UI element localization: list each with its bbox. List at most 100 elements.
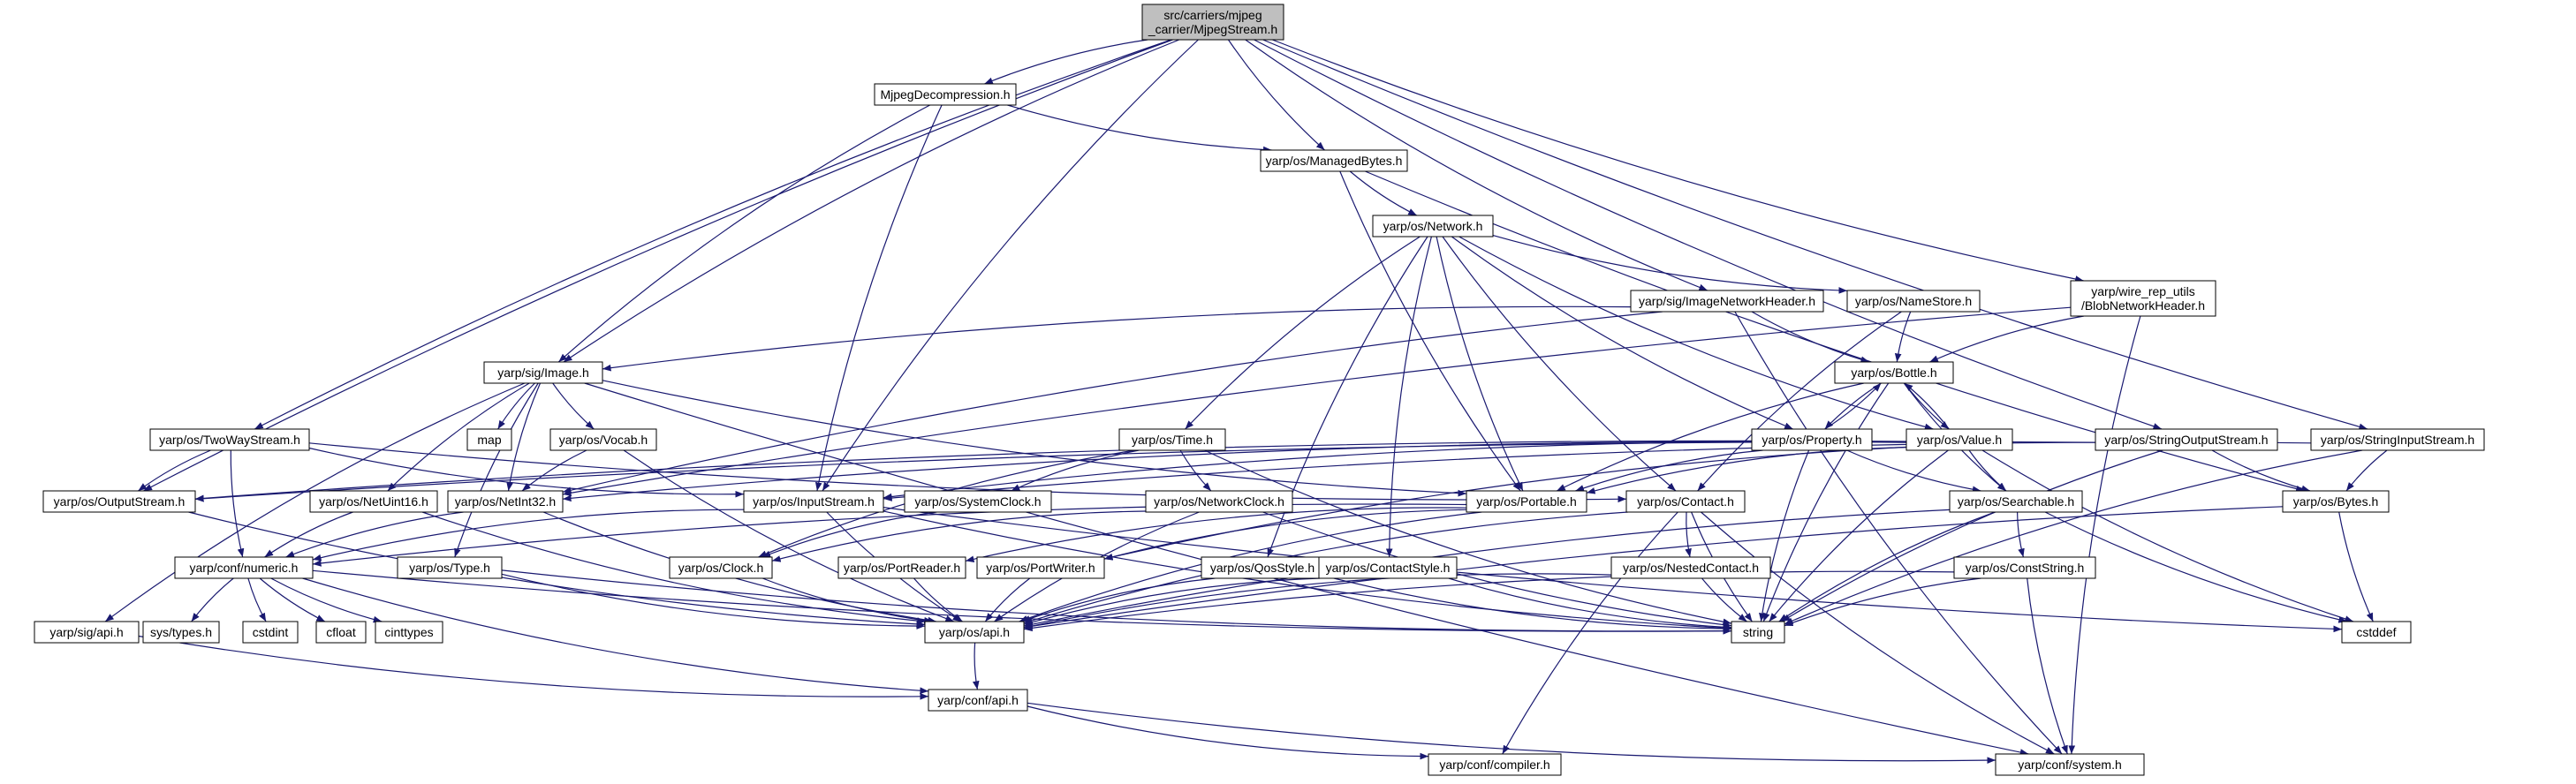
edge-numeric-to-cinttypes bbox=[270, 577, 383, 623]
node-label-stringoutputstream: yarp/os/StringOutputStream.h bbox=[2104, 433, 2268, 447]
edge-qosstyle-to-osapi bbox=[1021, 577, 1216, 622]
edge-value-to-netint32 bbox=[562, 441, 1907, 502]
node-label-network: yarp/os/Network.h bbox=[1383, 219, 1483, 233]
edge-stringinputstream-to-bytes bbox=[2345, 449, 2388, 492]
node-box-string bbox=[1731, 621, 1785, 644]
node-contact[interactable]: yarp/os/Contact.h bbox=[1625, 490, 1746, 513]
node-box-osapi bbox=[924, 621, 1025, 644]
node-contactstyle[interactable]: yarp/os/ContactStyle.h bbox=[1318, 556, 1458, 579]
node-box-type bbox=[397, 556, 503, 579]
node-systemclock[interactable]: yarp/os/SystemClock.h bbox=[904, 490, 1052, 513]
edge-twowaystream-to-outputstream bbox=[138, 449, 211, 492]
node-box-contact bbox=[1625, 490, 1746, 513]
edge-mjpegstream-to-twowaystream bbox=[254, 39, 1172, 430]
node-type[interactable]: yarp/os/Type.h bbox=[397, 556, 503, 579]
node-label-sigapi: yarp/sig/api.h bbox=[49, 625, 123, 639]
node-box-confapi bbox=[928, 689, 1028, 712]
edge-type-to-string bbox=[501, 569, 1732, 635]
node-bottle[interactable]: yarp/os/Bottle.h bbox=[1834, 361, 1954, 384]
edge-netuint16-to-numeric bbox=[264, 511, 353, 558]
node-nestedcontact[interactable]: yarp/os/NestedContact.h bbox=[1610, 556, 1771, 579]
node-time[interactable]: yarp/os/Time.h bbox=[1118, 428, 1226, 451]
edge-mjpegstream-to-inputstream bbox=[822, 39, 1199, 492]
node-portwriter[interactable]: yarp/os/PortWriter.h bbox=[976, 556, 1105, 579]
edge-network-to-portable bbox=[1436, 236, 1524, 492]
edge-contact-to-system bbox=[1701, 511, 2055, 755]
edge-namestore-to-bottle bbox=[1894, 311, 1912, 363]
node-box-inputstream bbox=[743, 490, 884, 513]
node-value[interactable]: yarp/os/Value.h bbox=[1905, 428, 2013, 451]
node-confapi[interactable]: yarp/conf/api.h bbox=[928, 689, 1028, 712]
node-blobnetheader[interactable]: yarp/wire_rep_utils/BlobNetworkHeader.h bbox=[2070, 280, 2216, 317]
edge-sigapi-to-confapi bbox=[138, 635, 929, 700]
edge-numeric-to-cstdint bbox=[247, 577, 267, 622]
node-conststring[interactable]: yarp/os/ConstString.h bbox=[1953, 556, 2096, 579]
node-netuint16[interactable]: yarp/os/NetUint16.h bbox=[309, 490, 438, 513]
node-label-type: yarp/os/Type.h bbox=[409, 561, 490, 575]
node-sigapi[interactable]: yarp/sig/api.h bbox=[34, 621, 140, 644]
edge-bytes-to-osapi bbox=[1023, 506, 2284, 629]
node-systypes: sys/types.h bbox=[142, 621, 220, 644]
node-networkclock[interactable]: yarp/os/NetworkClock.h bbox=[1145, 490, 1293, 513]
edge-mjpegstream-to-stringinputstream bbox=[1262, 39, 2368, 431]
node-box-compiler bbox=[1428, 753, 1562, 776]
node-box-clock bbox=[669, 556, 773, 579]
node-portable[interactable]: yarp/os/Portable.h bbox=[1466, 490, 1587, 513]
node-box-twowaystream bbox=[149, 428, 310, 451]
edge-imagenetheader-to-netint32 bbox=[562, 311, 1663, 494]
node-netint32[interactable]: yarp/os/NetInt32.h bbox=[447, 490, 564, 513]
node-box-outputstream bbox=[42, 490, 196, 513]
node-osapi[interactable]: yarp/os/api.h bbox=[924, 621, 1025, 644]
node-numeric[interactable]: yarp/conf/numeric.h bbox=[174, 556, 314, 579]
node-searchable[interactable]: yarp/os/Searchable.h bbox=[1949, 490, 2083, 513]
edge-network-to-namestore bbox=[1492, 235, 1848, 294]
edge-netint32-to-numeric bbox=[285, 511, 464, 558]
edge-bottle-to-portable bbox=[1556, 382, 1864, 492]
node-label-string: string bbox=[1743, 625, 1773, 639]
node-box-stringinputstream bbox=[2310, 428, 2485, 451]
node-stringoutputstream[interactable]: yarp/os/StringOutputStream.h bbox=[2095, 428, 2278, 451]
edge-network-to-time bbox=[1185, 236, 1421, 430]
node-cstdint: cstdint bbox=[242, 621, 299, 644]
node-compiler[interactable]: yarp/conf/compiler.h bbox=[1428, 753, 1562, 776]
node-label-qosstyle: yarp/os/QosStyle.h bbox=[1210, 561, 1315, 575]
edge-property-to-searchable bbox=[1846, 449, 1981, 494]
edge-portreader-to-osapi bbox=[913, 577, 963, 622]
node-twowaystream[interactable]: yarp/os/TwoWayStream.h bbox=[149, 428, 310, 451]
node-managedbytes[interactable]: yarp/os/ManagedBytes.h bbox=[1260, 149, 1408, 172]
node-box-netuint16 bbox=[309, 490, 438, 513]
node-namestore[interactable]: yarp/os/NameStore.h bbox=[1846, 290, 1981, 313]
node-imagenetheader[interactable]: yarp/sig/ImageNetworkHeader.h bbox=[1630, 290, 1824, 313]
node-property[interactable]: yarp/os/Property.h bbox=[1751, 428, 1873, 451]
node-mjpegstream[interactable]: src/carriers/mjpeg_carrier/MjpegStream.h bbox=[1141, 4, 1284, 41]
node-mjpegdecomp[interactable]: MjpegDecompression.h bbox=[874, 83, 1017, 106]
node-label-cstdint: cstdint bbox=[253, 625, 289, 639]
node-stringinputstream[interactable]: yarp/os/StringInputStream.h bbox=[2310, 428, 2485, 451]
edge-mjpegstream-to-image bbox=[563, 39, 1180, 363]
node-portreader[interactable]: yarp/os/PortReader.h bbox=[837, 556, 966, 579]
node-outputstream[interactable]: yarp/os/OutputStream.h bbox=[42, 490, 196, 513]
node-label-contact: yarp/os/Contact.h bbox=[1637, 494, 1734, 509]
node-qosstyle[interactable]: yarp/os/QosStyle.h bbox=[1201, 556, 1324, 579]
edge-confapi-to-system bbox=[1027, 702, 1996, 764]
node-label-portable: yarp/os/Portable.h bbox=[1476, 494, 1577, 509]
edge-contactstyle-to-string bbox=[1448, 577, 1732, 631]
node-box-systemclock bbox=[904, 490, 1052, 513]
node-bytes[interactable]: yarp/os/Bytes.h bbox=[2282, 490, 2390, 513]
node-inputstream[interactable]: yarp/os/InputStream.h bbox=[743, 490, 884, 513]
node-image[interactable]: yarp/sig/Image.h bbox=[483, 361, 603, 384]
node-box-portable bbox=[1466, 490, 1587, 513]
node-clock[interactable]: yarp/os/Clock.h bbox=[669, 556, 773, 579]
node-network[interactable]: yarp/os/Network.h bbox=[1372, 215, 1494, 237]
node-vocab[interactable]: yarp/os/Vocab.h bbox=[549, 428, 657, 451]
edge-image-to-portable bbox=[602, 380, 1467, 497]
node-box-map bbox=[466, 428, 512, 451]
node-label-cinttypes: cinttypes bbox=[384, 625, 433, 639]
node-label-mjpegstream: src/carriers/mjpeg bbox=[1163, 8, 1261, 22]
edge-conststring-to-string bbox=[1784, 577, 1981, 627]
node-label-image: yarp/sig/Image.h bbox=[497, 366, 589, 380]
edge-mjpegstream-to-managedbytes bbox=[1228, 39, 1325, 151]
node-system[interactable]: yarp/conf/system.h bbox=[1995, 753, 2145, 776]
edge-imagenetheader-to-image bbox=[602, 305, 1632, 372]
